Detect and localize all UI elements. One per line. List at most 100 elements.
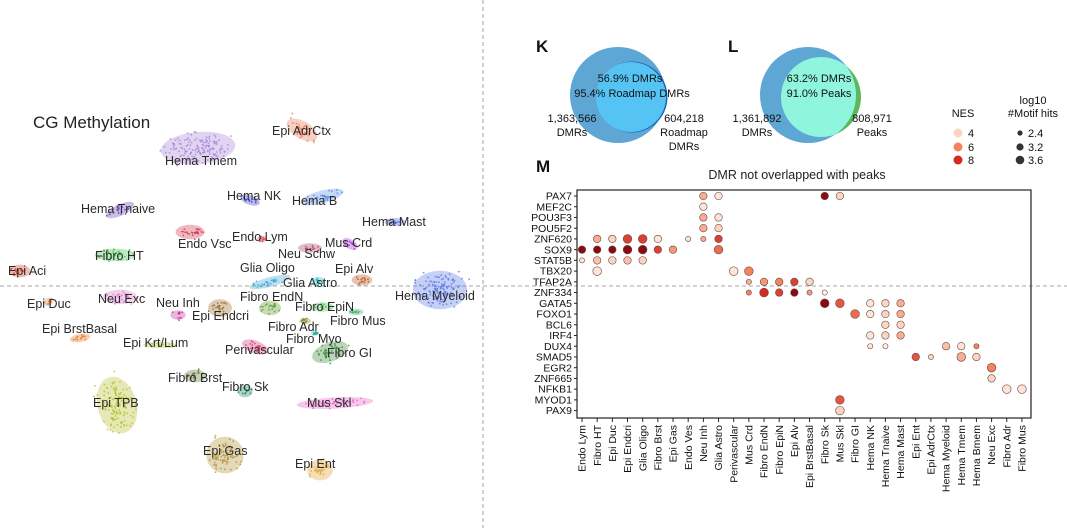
tsne-point <box>119 411 122 414</box>
tsne-point <box>101 255 104 258</box>
tsne-point <box>321 282 323 285</box>
tsne-cluster-label: Fibro Adr <box>268 320 319 334</box>
tsne-point <box>174 139 177 142</box>
dot-mark <box>775 277 784 286</box>
tsne-cluster-label: Epi Alv <box>335 262 374 276</box>
tsne-point <box>229 451 231 454</box>
tsne-point <box>363 281 366 284</box>
row-label: PAX9 <box>546 405 572 417</box>
tsne-point <box>457 286 459 289</box>
tsne-point <box>182 154 185 157</box>
tsne-point <box>186 144 189 146</box>
column-label: Hema Bmem <box>971 425 983 487</box>
tsne-point <box>445 291 448 294</box>
tsne-cluster <box>348 308 364 316</box>
tsne-point <box>122 396 125 399</box>
tsne-cluster <box>351 274 373 286</box>
dot-mark <box>881 331 890 340</box>
tsne-point <box>458 285 461 287</box>
tsne-point <box>427 276 429 279</box>
venn-k-overlap-line2: 95.4% Roadmap DMRs <box>574 88 690 100</box>
tsne-point <box>188 147 191 150</box>
tsne-cluster <box>242 339 268 355</box>
tsne-point <box>180 143 183 145</box>
tsne-point <box>291 122 294 124</box>
tsne-point <box>327 466 329 468</box>
dot-mark <box>685 236 692 242</box>
tsne-point <box>299 136 302 139</box>
tsne-point <box>112 413 115 415</box>
tsne-point <box>180 154 183 157</box>
tsne-point <box>442 277 445 280</box>
column-label: Fibro Sk <box>819 424 831 464</box>
tsne-point <box>320 306 323 308</box>
tsne-point <box>320 302 323 305</box>
tsne-point <box>262 347 265 350</box>
tsne-cluster-area <box>105 201 135 219</box>
dot-mark <box>653 234 662 243</box>
tsne-point <box>12 272 15 274</box>
tsne-point <box>394 221 397 223</box>
tsne-point <box>255 280 258 283</box>
tsne-point <box>268 305 271 308</box>
legend-size-value: 3.6 <box>1028 155 1043 167</box>
venn-l-left-count: 1,361,892 <box>733 113 782 125</box>
tsne-point <box>295 122 298 125</box>
tsne-point <box>113 381 116 384</box>
tsne-point <box>427 297 430 300</box>
tsne-point <box>318 469 321 472</box>
tsne-point <box>323 402 326 405</box>
tsne-point <box>126 424 128 427</box>
tsne-point <box>112 386 115 389</box>
tsne-point <box>436 291 439 294</box>
tsne-point <box>222 459 224 462</box>
tsne-point <box>110 404 113 407</box>
tsne-point <box>117 206 120 209</box>
tsne-point <box>303 133 306 136</box>
tsne-point <box>222 310 225 313</box>
tsne-cluster-label: Epi Krt/Lum <box>123 336 188 350</box>
tsne-point <box>441 283 443 285</box>
tsne-point <box>423 296 426 298</box>
tsne-point <box>323 458 325 461</box>
tsne-cluster <box>159 130 236 167</box>
tsne-point <box>345 401 348 404</box>
tsne-point <box>208 137 211 140</box>
tsne-point <box>435 296 438 299</box>
tsne-point <box>314 306 317 309</box>
tsne-point <box>76 338 79 341</box>
tsne-point <box>307 127 310 130</box>
tsne-cluster <box>311 277 325 287</box>
tsne-point <box>93 395 96 398</box>
tsne-point <box>105 214 108 217</box>
tsne-point <box>237 391 240 393</box>
tsne-point <box>110 412 113 415</box>
dot-mark <box>835 405 845 416</box>
dot-mark <box>699 202 708 211</box>
tsne-point <box>228 446 231 449</box>
tsne-cluster-label: Fibro Myo <box>286 332 342 346</box>
tsne-point <box>115 251 118 254</box>
tsne-point <box>323 303 326 306</box>
tsne-point <box>169 148 172 150</box>
tsne-point <box>219 449 222 452</box>
tsne-point <box>261 239 264 241</box>
column-label: Glia Astro <box>713 425 725 471</box>
tsne-point <box>179 316 181 319</box>
tsne-point <box>122 388 125 391</box>
dot-mark <box>957 342 966 351</box>
tsne-point <box>450 291 452 294</box>
tsne-point <box>338 353 341 356</box>
tsne-point <box>443 294 446 296</box>
tsne-point <box>316 199 319 202</box>
tsne-point <box>197 148 200 151</box>
dot-mark <box>911 352 920 362</box>
tsne-point <box>361 277 364 280</box>
tsne-point <box>254 342 256 345</box>
tsne-point <box>129 414 132 417</box>
tsne-point <box>355 310 358 313</box>
dot-mark <box>820 191 829 201</box>
legend-size-swatch <box>1015 155 1025 165</box>
tsne-point <box>273 310 276 313</box>
